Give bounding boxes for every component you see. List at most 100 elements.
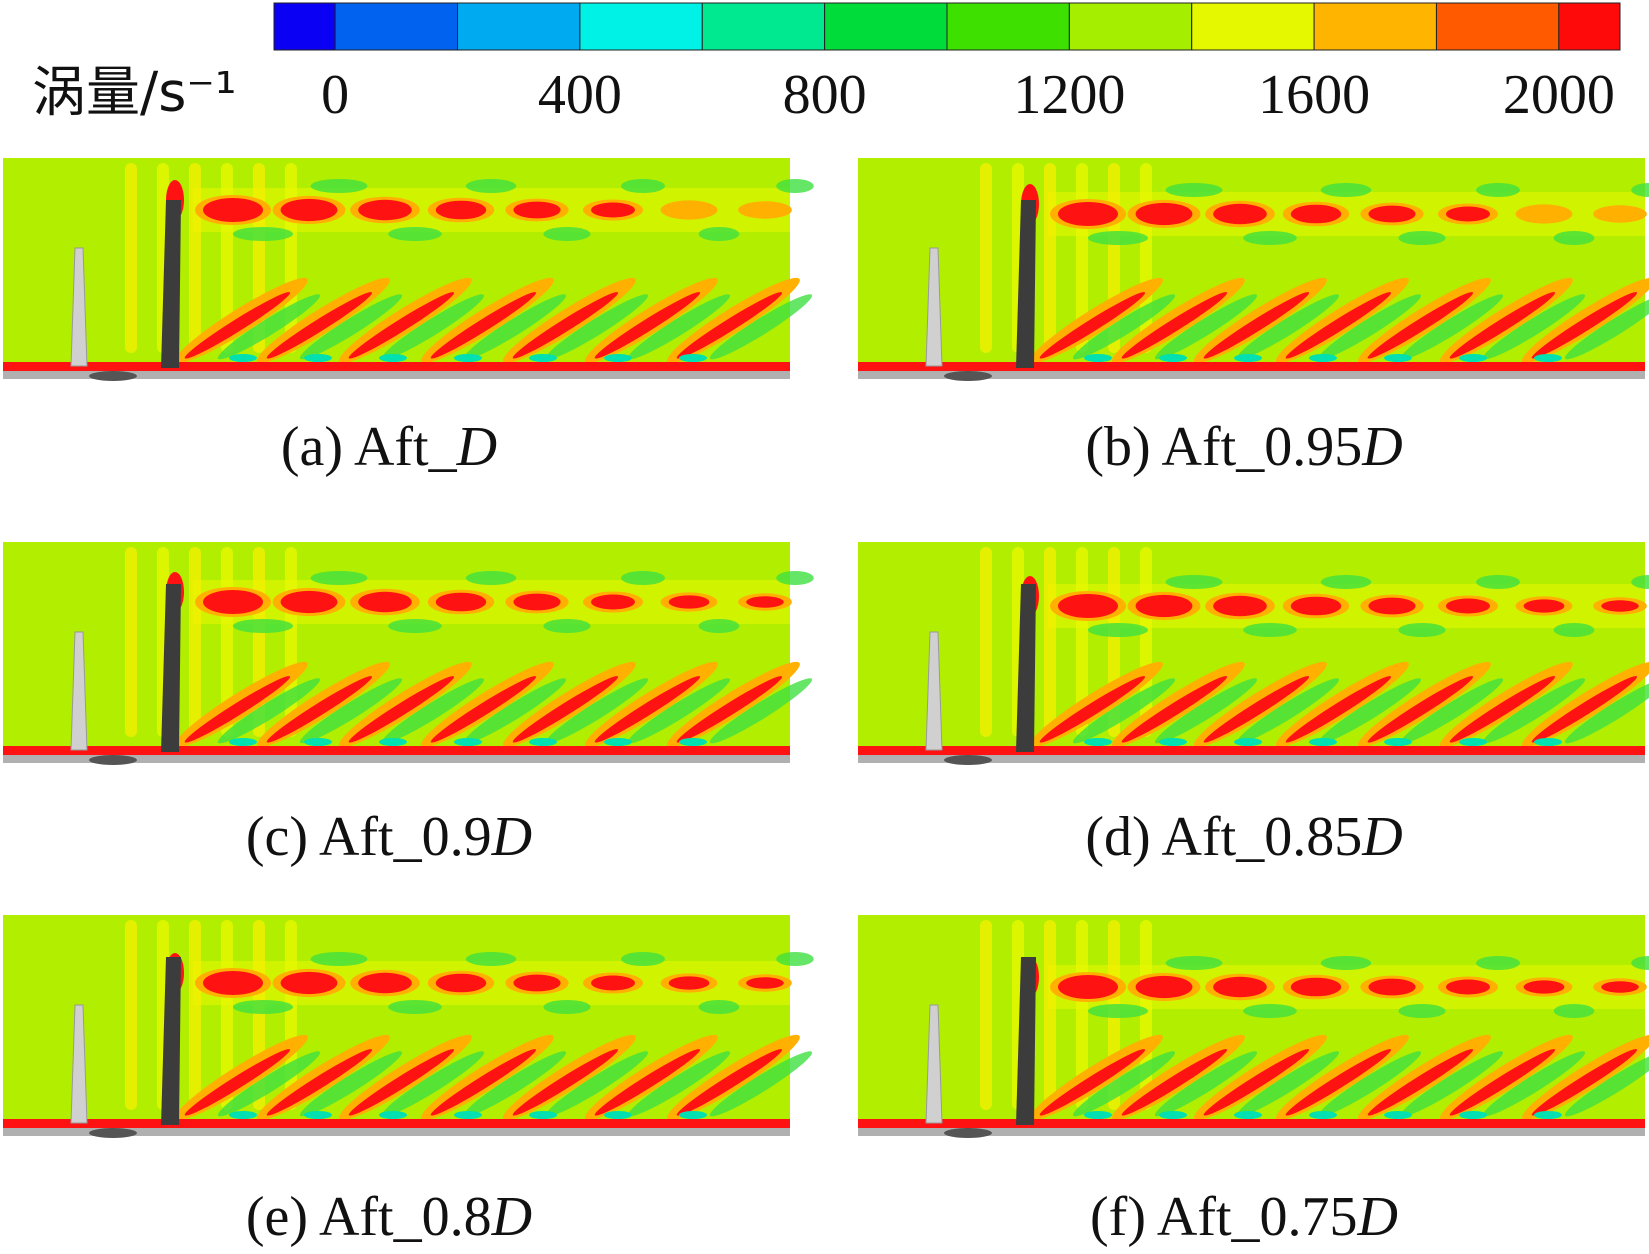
vortex-core (746, 596, 784, 608)
vortex-core (203, 590, 263, 614)
upstream-blade (925, 1004, 943, 1124)
streak-green (1154, 678, 1258, 744)
vortex-core (1058, 202, 1118, 226)
shaft (89, 1128, 137, 1138)
streak-core (1367, 676, 1474, 743)
vortex-core (1213, 203, 1267, 225)
wall-spot (1384, 738, 1412, 746)
hull (3, 1128, 790, 1136)
streak-green (381, 294, 485, 360)
streak-core (430, 292, 537, 359)
streak-green (709, 1051, 813, 1117)
wall-layer (858, 1119, 1645, 1128)
wake-green (1398, 1004, 1446, 1018)
vortex-core (1446, 598, 1490, 614)
vortex-core (280, 590, 338, 614)
streak-green (1236, 1051, 1340, 1117)
streak-core (1285, 292, 1392, 359)
wall-spot (304, 1111, 332, 1119)
streak-green (381, 1051, 485, 1117)
colorbar-label: 涡量/s⁻¹ (32, 61, 236, 124)
vortex-core (358, 972, 412, 994)
wall-spot (379, 354, 407, 362)
upstream-blade (925, 247, 943, 367)
streak-green (1154, 1051, 1258, 1117)
colorbar-segment (946, 2, 1070, 51)
vortex-core (1135, 975, 1193, 999)
streak-core (266, 676, 373, 743)
wake-green (310, 179, 368, 193)
wall-spot (679, 354, 707, 362)
wake-green (776, 179, 814, 193)
shaft (944, 755, 992, 765)
streak-green (1482, 678, 1586, 744)
streak-core (1367, 1049, 1474, 1116)
vortex-core (591, 975, 635, 991)
colorbar-segment (1435, 2, 1560, 51)
streak-core (266, 292, 373, 359)
streak-core (430, 1049, 537, 1116)
vortex-core (746, 204, 784, 216)
colorbar-segment (1313, 2, 1437, 51)
streak-green (1072, 678, 1176, 744)
wall-spot (1234, 354, 1262, 362)
shear-band (125, 920, 137, 1110)
streak-green (545, 1051, 649, 1117)
streak-green (1482, 294, 1586, 360)
streak-green (627, 678, 731, 744)
streak-green (217, 678, 321, 744)
wake-green (233, 619, 293, 633)
streak-core (266, 1049, 373, 1116)
contour-panel (3, 915, 814, 1138)
shear-band (1044, 163, 1056, 353)
vortex-core (1058, 975, 1118, 999)
wake-green (465, 179, 517, 193)
wake-green (1165, 575, 1223, 589)
hull (858, 755, 1645, 763)
caption-variable: D (1357, 1186, 1398, 1248)
wake-green (310, 571, 368, 585)
wake-green (1398, 623, 1446, 637)
vortex-core (1213, 976, 1267, 998)
vortex-core (591, 202, 635, 218)
wake-green (698, 227, 740, 241)
streak-core (430, 676, 537, 743)
streak-green (545, 678, 649, 744)
rudder (1016, 957, 1036, 1125)
streak-core (348, 676, 455, 743)
vortex-core (435, 592, 487, 612)
streak-green (463, 678, 567, 744)
vortex-core (1523, 599, 1565, 613)
shear-band (189, 920, 201, 1110)
contour-panel (858, 542, 1649, 765)
wake-green (1320, 183, 1372, 197)
wake-green (1320, 956, 1372, 970)
colorbar-tick-label: 2000 (1503, 64, 1615, 126)
contour-panel (3, 542, 814, 765)
caption-text: (b) Aft_0.95 (1085, 416, 1362, 478)
rudder (161, 200, 181, 368)
streak-green (1400, 294, 1504, 360)
caption-variable: D (456, 416, 497, 478)
streak-core (1531, 292, 1638, 359)
upstream-blade (70, 631, 88, 751)
wake-green (1088, 623, 1148, 637)
streak-core (184, 1049, 291, 1116)
wake-green (621, 179, 665, 193)
caption-text: (d) Aft_0.85 (1085, 806, 1362, 868)
wall-spot (1309, 738, 1337, 746)
colorbar-segment (1191, 2, 1315, 51)
shear-band (980, 547, 992, 737)
shear-band (125, 547, 137, 737)
vortex-core (1368, 205, 1416, 223)
wall-spot (1084, 354, 1112, 362)
colorbar-segment (824, 2, 948, 51)
vortex-core (1058, 594, 1118, 618)
hull (858, 1128, 1645, 1136)
caption-text: (c) Aft_0.9 (246, 806, 492, 868)
vortex-core (513, 201, 561, 219)
vortex-core (280, 198, 338, 222)
streak-core (1203, 676, 1310, 743)
colorbar-segment (334, 2, 459, 51)
wall-layer (858, 362, 1645, 371)
